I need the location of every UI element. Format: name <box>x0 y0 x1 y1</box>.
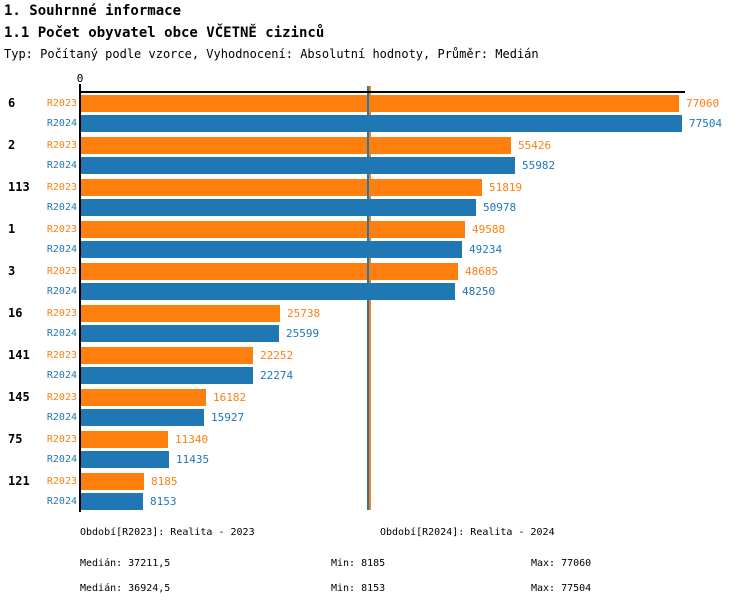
series-tick-label: R2024 <box>46 118 77 129</box>
chart-meta-line: Typ: Počítaný podle vzorce, Vyhodnocení:… <box>4 47 539 61</box>
category-label: 121 <box>8 474 30 488</box>
category-label: 141 <box>8 348 30 362</box>
bar <box>80 493 143 510</box>
bar-value-label: 8153 <box>150 495 177 508</box>
x-axis-tick <box>79 84 81 92</box>
series-tick-label: R2024 <box>46 244 77 255</box>
bar-value-label: 25599 <box>286 327 320 340</box>
bar <box>80 389 206 406</box>
bar-value-label: 48250 <box>462 285 496 298</box>
series-tick-label: R2024 <box>46 286 77 297</box>
bar-value-label: 15927 <box>211 411 245 424</box>
category-label: 6 <box>8 96 16 110</box>
bar-value-label: 22274 <box>260 369 294 382</box>
x-axis-zero-label: 0 <box>76 72 84 85</box>
x-axis-line <box>80 91 685 93</box>
section-title: 1.1 Počet obyvatel obce VČETNĚ cizinců <box>4 25 325 41</box>
series-tick-label: R2024 <box>46 202 77 213</box>
bar <box>80 409 204 426</box>
bar-value-label: 77060 <box>686 97 720 110</box>
series-tick-label: R2023 <box>46 266 77 277</box>
bar <box>80 283 455 300</box>
series-tick-label: R2024 <box>46 412 77 423</box>
category-label: 145 <box>8 390 30 404</box>
series-tick-label: R2023 <box>46 476 77 487</box>
bar <box>80 137 511 154</box>
category-label: 16 <box>8 306 23 320</box>
series-tick-label: R2024 <box>46 328 77 339</box>
bar <box>80 325 279 342</box>
bar-value-label: 51819 <box>489 181 523 194</box>
bar <box>80 305 280 322</box>
bar <box>80 347 253 364</box>
bar-value-label: 48685 <box>465 265 499 278</box>
bar <box>80 241 462 258</box>
series-tick-label: R2024 <box>46 496 77 507</box>
series-tick-label: R2023 <box>46 140 77 151</box>
bar <box>80 179 482 196</box>
bar <box>80 367 253 384</box>
bar-value-label: 8185 <box>151 475 178 488</box>
stat-min-r2024: Min: 8153 <box>331 583 386 594</box>
bar-value-label: 25738 <box>287 307 321 320</box>
category-label: 2 <box>8 138 16 152</box>
bar-value-label: 49588 <box>472 223 506 236</box>
category-label: 1 <box>8 222 16 236</box>
median-line <box>367 86 369 510</box>
bar <box>80 199 476 216</box>
stat-median-r2023: Medián: 37211,5 <box>80 558 171 569</box>
legend-series-r2024: Období[R2024]: Realita - 2024 <box>380 527 555 538</box>
series-tick-label: R2023 <box>46 182 77 193</box>
bar-value-label: 77504 <box>689 117 723 130</box>
bar <box>80 473 144 490</box>
bar-value-label: 22252 <box>260 349 294 362</box>
category-label: 75 <box>8 432 23 446</box>
y-axis-line <box>79 92 81 512</box>
series-tick-label: R2023 <box>46 308 77 319</box>
bar-value-label: 16182 <box>213 391 247 404</box>
bar-value-label: 11435 <box>176 453 210 466</box>
page-title: 1. Souhrnné informace <box>4 3 182 19</box>
series-tick-label: R2023 <box>46 434 77 445</box>
series-tick-label: R2023 <box>46 350 77 361</box>
bar <box>80 221 465 238</box>
series-tick-label: R2023 <box>46 392 77 403</box>
stat-min-r2023: Min: 8185 <box>331 558 386 569</box>
bar <box>80 431 168 448</box>
bar <box>80 263 458 280</box>
series-tick-label: R2023 <box>46 98 77 109</box>
bar-value-label: 55982 <box>522 159 556 172</box>
bar <box>80 451 169 468</box>
bar-value-label: 11340 <box>175 433 209 446</box>
bar <box>80 115 682 132</box>
series-tick-label: R2024 <box>46 370 77 381</box>
bar <box>80 157 515 174</box>
category-label: 3 <box>8 264 16 278</box>
series-tick-label: R2023 <box>46 224 77 235</box>
bar-value-label: 49234 <box>469 243 503 256</box>
legend-series-r2023: Období[R2023]: Realita - 2023 <box>80 527 255 538</box>
stat-max-r2023: Max: 77060 <box>531 558 592 569</box>
category-label: 113 <box>8 180 30 194</box>
series-tick-label: R2024 <box>46 454 77 465</box>
stat-median-r2024: Medián: 36924,5 <box>80 583 171 594</box>
series-tick-label: R2024 <box>46 160 77 171</box>
bar-value-label: 50978 <box>483 201 517 214</box>
stat-max-r2024: Max: 77504 <box>531 583 592 594</box>
bar-value-label: 55426 <box>518 139 552 152</box>
bar <box>80 95 679 112</box>
